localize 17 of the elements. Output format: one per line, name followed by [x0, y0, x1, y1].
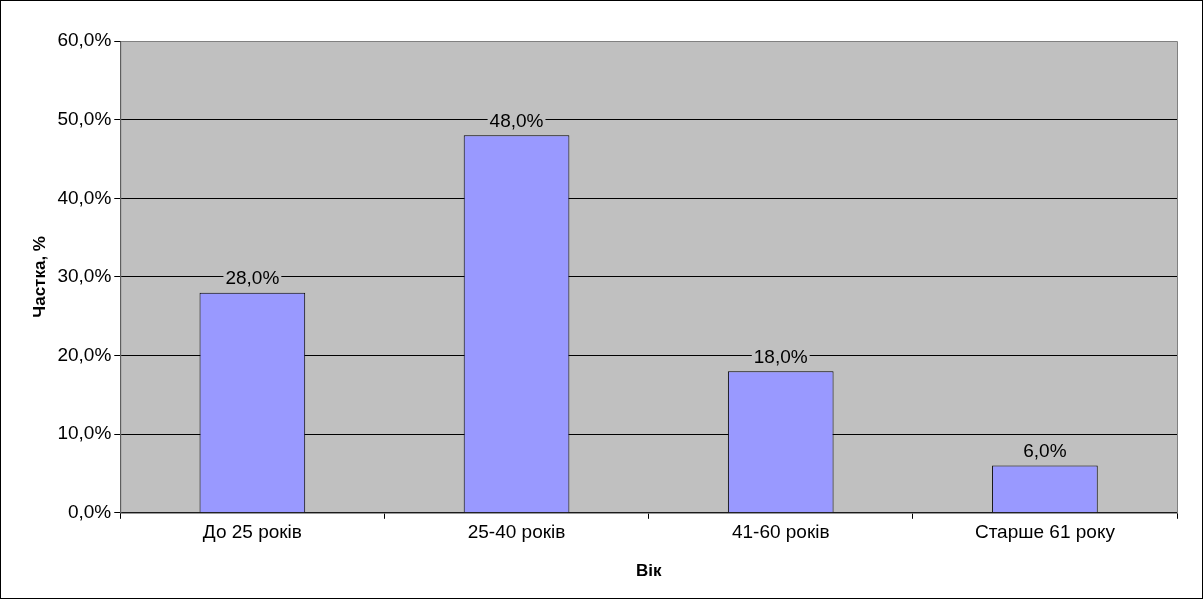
data-label: 6,0%	[1023, 440, 1067, 462]
x-tick-label: 41-60 років	[731, 521, 830, 543]
y-tick-label: 0,0%	[67, 501, 112, 523]
y-tick-label: 20,0%	[57, 343, 112, 365]
y-tick-label: 50,0%	[57, 107, 112, 129]
y-tick-label: 10,0%	[57, 422, 112, 444]
x-tick-label: 25-40 років	[467, 521, 566, 543]
y-tick-label: 30,0%	[57, 265, 112, 287]
y-tick-label: 60,0%	[57, 29, 112, 51]
data-label: 18,0%	[753, 345, 808, 367]
y-tick-label: 40,0%	[57, 186, 112, 208]
data-label: 28,0%	[225, 267, 280, 289]
x-tick-label: Старше 61 року	[974, 521, 1116, 543]
x-tick-label: До 25 років	[202, 521, 302, 543]
x-axis-title: Вік	[635, 561, 662, 581]
y-axis-title: Частка, %	[29, 236, 49, 318]
data-label: 48,0%	[489, 110, 544, 132]
